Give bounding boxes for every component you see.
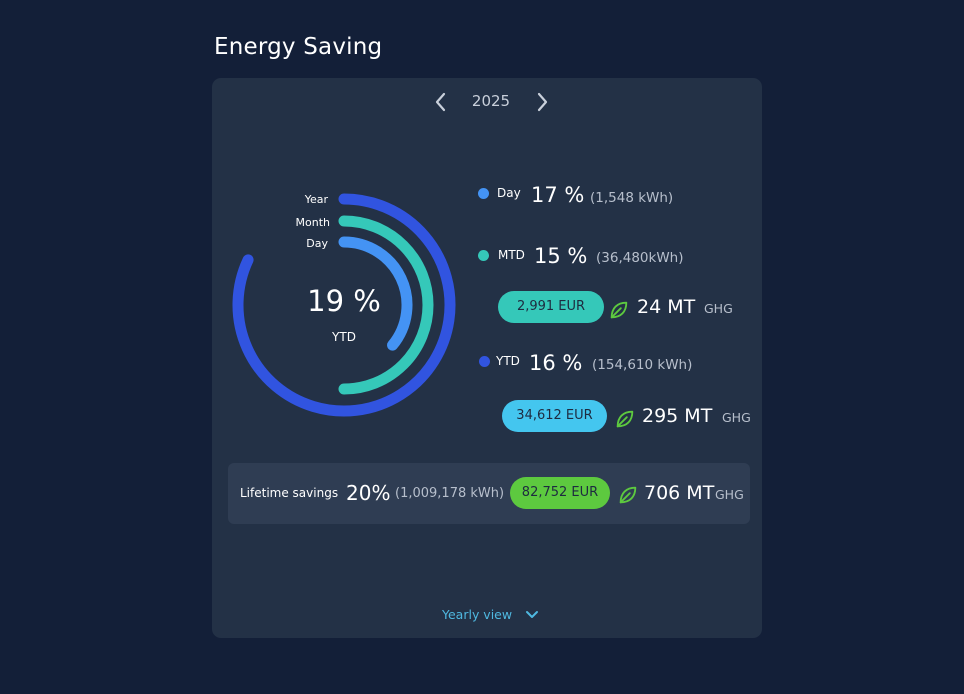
year-label: 2025 (471, 92, 511, 110)
energy-saving-card: 2025 Year Month Day 19 % YTD Day 17 % (1… (212, 78, 762, 638)
next-year-button[interactable] (530, 90, 554, 114)
ring-label-month: Month (295, 216, 330, 229)
lifetime-eur-badge: 82,752 EUR (510, 477, 610, 509)
mtd-eur-badge: 2,991 EUR (498, 291, 604, 323)
ytd-legend-dot (479, 356, 490, 367)
lifetime-mt-value: 706 MT (644, 482, 715, 504)
yearly-view-label: Yearly view (442, 607, 513, 622)
ytd-ghg-label: GHG (722, 410, 751, 425)
year-navigator: 2025 (212, 90, 772, 114)
chevron-left-icon (435, 92, 446, 112)
ytd-mt-value: 295 MT (642, 405, 713, 427)
ytd-stat-percent: 16 % (529, 351, 583, 375)
leaf-icon (616, 410, 634, 428)
ytd-stat-kwh: (154,610 kWh) (592, 357, 693, 373)
lifetime-kwh: (1,009,178 kWh) (395, 486, 505, 501)
mtd-stat-percent: 15 % (534, 244, 588, 268)
page-title: Energy Saving (214, 34, 383, 60)
leaf-icon (610, 301, 628, 319)
ytd-eur-badge: 34,612 EUR (502, 400, 607, 432)
lifetime-savings-panel: Lifetime savings 20% (1,009,178 kWh) 82,… (228, 463, 750, 524)
ring-label-day: Day (306, 237, 328, 250)
leaf-icon (619, 486, 637, 504)
previous-year-button[interactable] (429, 90, 453, 114)
chevron-right-icon (537, 92, 548, 112)
lifetime-ghg-label: GHG (715, 487, 744, 502)
mtd-ghg-label: GHG (704, 301, 733, 316)
ytd-center-value: 19 % (307, 284, 381, 318)
mtd-legend-dot (478, 250, 489, 261)
day-stat-kwh: (1,548 kWh) (590, 190, 674, 206)
mtd-stat-kwh: (36,480kWh) (596, 250, 684, 266)
yearly-view-toggle[interactable]: Yearly view (442, 604, 539, 624)
lifetime-label: Lifetime savings (240, 486, 339, 500)
mtd-stat-name: MTD (498, 248, 525, 262)
ytd-stat-name: YTD (496, 354, 520, 368)
ytd-center-label: YTD (332, 330, 356, 344)
lifetime-percent: 20% (346, 481, 391, 505)
ring-label-year: Year (304, 193, 328, 206)
chevron-down-icon (526, 610, 539, 618)
day-legend-dot (478, 188, 489, 199)
day-stat-percent: 17 % (531, 183, 585, 207)
day-stat-name: Day (497, 186, 521, 200)
mtd-mt-value: 24 MT (637, 296, 696, 318)
